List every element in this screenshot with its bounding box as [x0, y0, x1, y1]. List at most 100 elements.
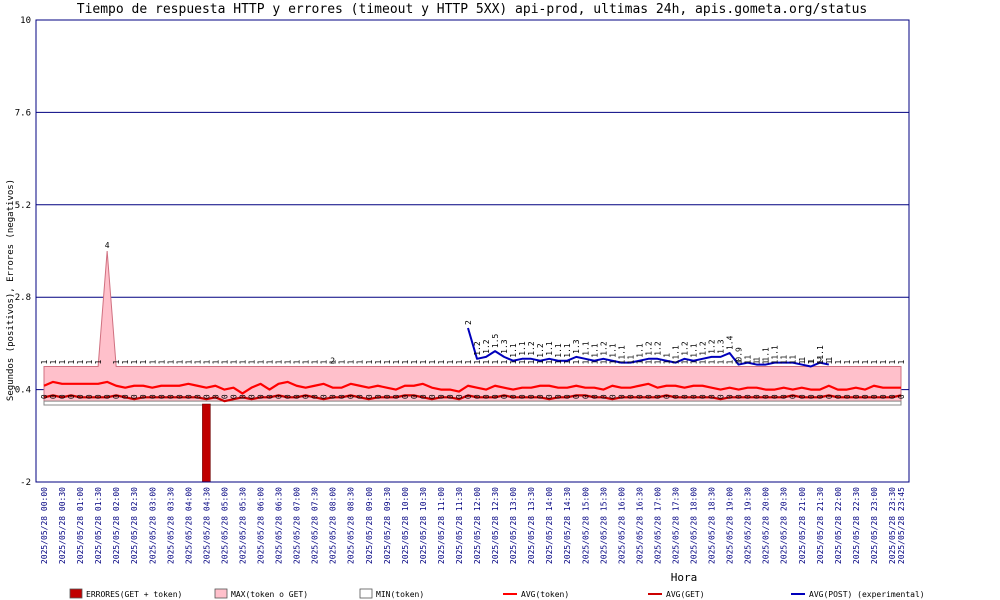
min-label: 0	[617, 394, 626, 399]
max-label: 1	[275, 360, 284, 365]
max-label: 1	[753, 360, 762, 365]
min-label: 0	[446, 394, 455, 399]
post-label: 1.1	[581, 341, 590, 356]
max-label: 1	[302, 360, 311, 365]
post-label: 1.1	[617, 345, 626, 360]
min-label: 0	[554, 394, 563, 399]
x-tick-label: 2025/05/28 10:30	[419, 487, 428, 564]
x-tick-label: 2025/05/28 14:30	[563, 487, 572, 564]
post-label: 1.2	[536, 343, 545, 358]
min-label: 0	[148, 394, 157, 399]
x-tick-labels: 2025/05/28 00:00 2025/05/28 00:30 2025/05/…	[40, 487, 906, 564]
max-label: 1	[726, 360, 735, 365]
max-label: 1	[247, 360, 256, 365]
min-label: 0	[229, 394, 238, 399]
post-label: 1.3	[572, 339, 581, 354]
post-label: 1.1	[671, 345, 680, 360]
min-label: 0	[780, 394, 789, 399]
min-label: 0	[410, 394, 419, 399]
legend-swatch	[214, 588, 228, 599]
x-tick-label: 2025/05/28 01:00	[76, 487, 85, 564]
max-label: 1	[563, 360, 572, 365]
max-label: 1	[735, 360, 744, 365]
min-label: 0	[798, 394, 807, 399]
min-label: 0	[85, 394, 94, 399]
min-label: 0	[536, 394, 545, 399]
min-label: 0	[870, 394, 879, 399]
min-label: 0	[888, 394, 897, 399]
min-label: 0	[563, 394, 572, 399]
max-label: 1	[897, 360, 906, 365]
post-label: 1.1	[608, 343, 617, 358]
max-label: 1	[717, 360, 726, 365]
avg-post-line	[467, 327, 830, 368]
min-label: 0	[807, 394, 816, 399]
post-label: 1.1	[518, 341, 527, 356]
max-label: 1	[121, 360, 130, 365]
min-label: 0	[112, 394, 121, 399]
max-label: 1	[184, 360, 193, 365]
max-label: 1	[834, 360, 843, 365]
min-label: 0	[572, 394, 581, 399]
max-label: 1	[653, 360, 662, 365]
max-label: 1	[85, 360, 94, 365]
max-label: 1	[744, 360, 753, 365]
max-label: 1	[311, 360, 320, 365]
min-label: 0	[139, 394, 148, 399]
max-label: 1	[284, 360, 293, 365]
min-label: 0	[130, 394, 139, 399]
min-label: 0	[699, 394, 708, 399]
max-label: 1	[437, 360, 446, 365]
min-label: 0	[419, 394, 428, 399]
max-label: 1	[139, 360, 148, 365]
y-tick-label: 5.2	[15, 201, 31, 211]
min-label: 0	[834, 394, 843, 399]
x-tick-label: 2025/05/28 06:30	[275, 487, 284, 564]
post-label: 1.3	[717, 339, 726, 354]
x-tick-label: 2025/05/28 17:30	[671, 487, 680, 564]
legend-swatch	[359, 588, 373, 599]
x-tick-label: 2025/05/28 13:30	[527, 487, 536, 564]
min-label: 0	[428, 394, 437, 399]
max-label: 1	[798, 360, 807, 365]
max-label: 1	[599, 360, 608, 365]
post-label: 1.1	[590, 343, 599, 358]
avg-get-line	[43, 394, 902, 403]
max-label: 1	[166, 360, 175, 365]
min-label: 0	[653, 394, 662, 399]
x-tick-label: 2025/05/28 20:00	[762, 487, 771, 564]
x-tick-label: 2025/05/28 23:30	[888, 487, 897, 564]
max-label: 1	[175, 360, 184, 365]
max-label: 1	[690, 360, 699, 365]
min-label: 0	[545, 394, 554, 399]
x-tick-label: 2025/05/28 01:30	[94, 487, 103, 564]
x-tick-label: 2025/05/28 15:30	[599, 487, 608, 564]
min-label: 0	[897, 394, 906, 399]
peak-label: 2	[330, 357, 335, 366]
y-tick-labels: -2 0.4 2.8 5.2 7.6 10	[15, 16, 31, 488]
max-label: 1	[338, 360, 347, 365]
post-label: 1.4	[726, 335, 735, 350]
post-label: 1.1	[554, 343, 563, 358]
max-label: 1	[148, 360, 157, 365]
legend-label: AVG(token)	[521, 590, 569, 599]
min-label: 0	[40, 394, 49, 399]
max-label: 1	[455, 360, 464, 365]
x-tick-label: 2025/05/28 12:30	[491, 487, 500, 564]
min-label: 0	[257, 394, 266, 399]
min-label: 0	[861, 394, 870, 399]
error-bar	[202, 403, 211, 483]
min-label: 0	[49, 394, 58, 399]
max-label: 1	[202, 360, 211, 365]
point-labels: 42 221.2 1.2 1.5 1.3 1.1 1.1 1.2 1.2 1.1 1.1 1.1 1.3…	[40, 241, 906, 399]
min-label: 0	[121, 394, 130, 399]
x-tick-label: 2025/05/28 11:00	[437, 487, 446, 564]
min-label: 0	[275, 394, 284, 399]
max-label: 1	[220, 360, 229, 365]
legend-label: ERRORES(GET + token)	[86, 590, 182, 599]
min-label: 0	[320, 394, 329, 399]
x-tick-label: 2025/05/28 03:00	[148, 487, 157, 564]
grid	[36, 19, 909, 483]
max-label: 1	[266, 360, 275, 365]
max-label: 1	[572, 360, 581, 365]
